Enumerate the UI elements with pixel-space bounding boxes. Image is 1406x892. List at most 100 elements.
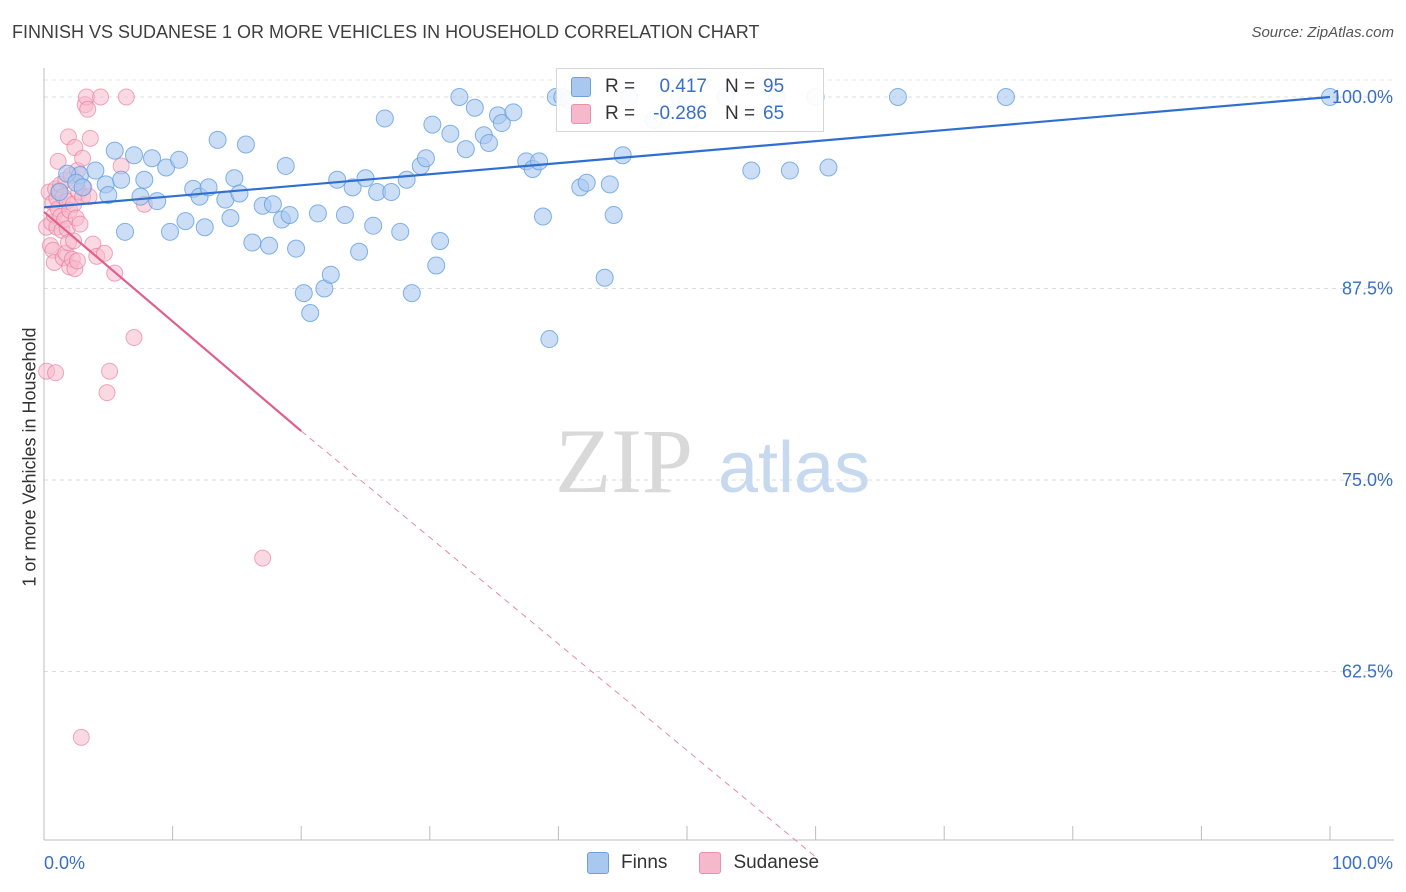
finns-point [742, 161, 761, 180]
legend-n-value: 95 [763, 76, 785, 97]
chart-title: FINNISH VS SUDANESE 1 OR MORE VEHICLES I… [12, 22, 760, 42]
finns-point [308, 204, 327, 223]
finns-point [260, 236, 279, 255]
legend-n-label: N = [725, 103, 756, 124]
finns-point [595, 268, 614, 287]
finns-point [116, 222, 135, 241]
finns-point [600, 175, 619, 194]
finns-legend-label: Finns [620, 852, 668, 873]
finns-point [86, 161, 105, 180]
finns-point [416, 149, 435, 168]
legend-item-sudanese[interactable]: Sudanese [699, 852, 819, 874]
series-legend: Finns Sudanese [0, 852, 1406, 874]
sudanese-point [65, 232, 83, 250]
finns-point [780, 161, 799, 180]
sudanese-point [71, 215, 89, 233]
finns-point [263, 195, 282, 214]
finns-point [391, 222, 410, 241]
finns-point [375, 109, 394, 128]
finns-point [504, 103, 523, 122]
finns-point [423, 115, 442, 134]
finns-swatch [571, 77, 591, 97]
sudanese-point [98, 384, 116, 402]
legend-r-label: R = [605, 103, 636, 124]
finns-point [577, 173, 596, 192]
legend-n-label: N = [725, 76, 756, 97]
y-tick-label: 62.5% [1342, 662, 1393, 682]
watermark: ZIP atlas [555, 410, 870, 512]
finns-point [321, 265, 340, 284]
sudanese-swatch [571, 104, 591, 124]
sudanese-point [74, 149, 92, 167]
legend-row-sudanese: R = -0.286 N = 65 [571, 101, 784, 127]
finns-point [402, 284, 421, 303]
finns-point [382, 182, 401, 201]
sudanese-trend-extension [300, 430, 816, 858]
finns-point [105, 141, 124, 160]
finns-point [294, 284, 313, 303]
finns-point [465, 98, 484, 117]
source-label: Source: ZipAtlas.com [1251, 24, 1394, 41]
finns-point [73, 178, 92, 197]
finns-point [112, 170, 131, 189]
finns-point [99, 186, 118, 205]
x-tick-label: 0.0% [44, 853, 85, 873]
finns-point [236, 135, 255, 154]
finns-point [996, 88, 1015, 106]
finns-point [492, 114, 511, 133]
finns-point [604, 205, 623, 224]
gridlines [44, 79, 1394, 672]
y-tick-label: 87.5% [1342, 279, 1393, 299]
y-tick-label: 100.0% [1332, 87, 1393, 107]
finns-point [276, 156, 295, 175]
finns-point [143, 149, 162, 168]
finns-point [301, 304, 320, 323]
sudanese-point [68, 252, 86, 270]
tick-labels: 100.0% 87.5% 75.0% 62.5% 0.0% 100.0% [44, 87, 1393, 873]
finns-point [479, 133, 498, 152]
x-tick-label: 100.0% [1332, 853, 1393, 873]
legend-n-value: 65 [763, 103, 785, 124]
finns-point [176, 212, 195, 231]
finns-point [397, 170, 416, 189]
watermark-atlas: atlas [718, 428, 870, 508]
finns-point [450, 88, 469, 106]
finns-point [170, 150, 189, 169]
finns-point [230, 184, 249, 203]
finns-point [350, 242, 369, 261]
finns-point [135, 170, 154, 189]
finns-trend-line [43, 95, 1331, 209]
finns-point [243, 233, 262, 252]
finns-point [456, 140, 475, 159]
finns-point [208, 130, 227, 149]
finns-point [888, 88, 907, 106]
finns-point [431, 232, 450, 251]
finns-point [364, 216, 383, 235]
finns-point [148, 192, 167, 211]
watermark-zip: ZIP [555, 410, 693, 512]
finns-point [131, 187, 150, 206]
finns-point [280, 205, 299, 224]
finns-point [225, 169, 244, 188]
sudanese-point [117, 88, 135, 106]
sudanese-legend-swatch [699, 852, 722, 874]
finns-point [161, 222, 180, 241]
legend-r-value: 0.417 [659, 76, 707, 97]
finns-point [287, 239, 306, 258]
sudanese-point [101, 362, 119, 380]
finns-point [50, 182, 69, 201]
sudanese-trend-line [43, 211, 302, 432]
sudanese-point [81, 129, 99, 147]
finns-point [195, 218, 214, 237]
sudanese-point [79, 100, 97, 118]
sudanese-point [92, 88, 110, 106]
finns-point [199, 178, 218, 197]
finns-point [441, 124, 460, 143]
sudanese-point [254, 549, 272, 567]
finns-point [530, 152, 549, 171]
sudanese-point [49, 152, 67, 170]
legend-item-finns[interactable]: Finns [586, 852, 668, 874]
y-tick-label: 75.0% [1342, 470, 1393, 490]
sudanese-point [125, 329, 143, 347]
